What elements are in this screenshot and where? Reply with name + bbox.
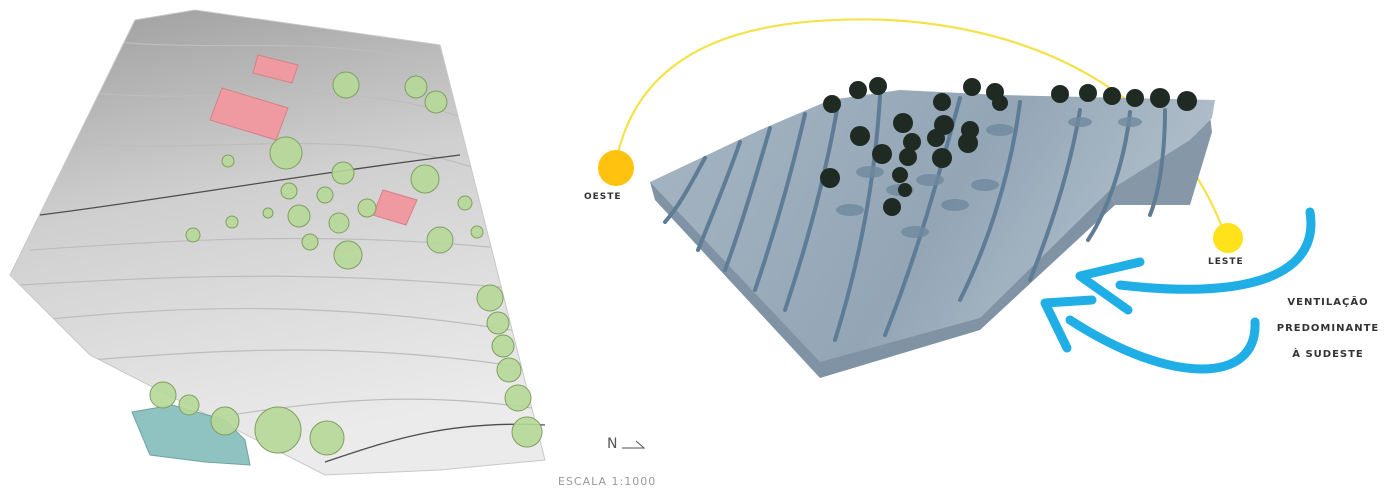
- tree: [457, 195, 473, 211]
- tree: [426, 226, 454, 254]
- tree: [1126, 89, 1144, 107]
- tree: [899, 148, 917, 166]
- tree: [262, 207, 274, 219]
- tree: [269, 136, 303, 170]
- ventilation-line: PREDOMINANTE: [1276, 323, 1380, 334]
- ventilation-line: VENTILAÇÃO: [1287, 297, 1369, 308]
- tree: [332, 71, 360, 99]
- east-label: LESTE: [1208, 257, 1244, 267]
- tree: [316, 186, 334, 204]
- tree: [898, 183, 912, 197]
- tree: [280, 182, 298, 200]
- tree: [883, 198, 901, 216]
- tree: [357, 198, 377, 218]
- tree: [254, 406, 302, 454]
- tree: [470, 225, 484, 239]
- tree: [892, 167, 908, 183]
- property-boundary-line-south: [324, 423, 546, 463]
- ventilation-line: À SUDESTE: [1292, 349, 1364, 360]
- tree: [504, 384, 532, 412]
- tree: [328, 212, 350, 234]
- tree: [149, 381, 177, 409]
- tree: [958, 133, 978, 153]
- tree: [823, 95, 841, 113]
- tree: [932, 148, 952, 168]
- tree: [491, 334, 515, 358]
- tree: [404, 75, 428, 99]
- tree: [210, 406, 240, 436]
- tree: [1177, 91, 1197, 111]
- tree: [850, 126, 870, 146]
- tree: [486, 311, 510, 335]
- site-plan-diagram: [9, 9, 546, 476]
- tree: [309, 420, 345, 456]
- contour-lines: [19, 39, 545, 421]
- tree: [333, 240, 363, 270]
- tree: [496, 357, 522, 383]
- north-label: N: [607, 436, 618, 452]
- tree: [1103, 87, 1121, 105]
- terrain-block: [650, 90, 1215, 378]
- tree: [927, 129, 945, 147]
- tree: [287, 204, 311, 228]
- ventilation-label: VENTILAÇÃO PREDOMINANTE À SUDESTE: [1260, 290, 1396, 368]
- north-indicator: N: [607, 436, 648, 452]
- tree: [1079, 84, 1097, 102]
- tree: [424, 90, 448, 114]
- tree: [301, 233, 319, 251]
- wind-arrow-lower-icon: [1065, 315, 1260, 374]
- sun-east-icon: [1213, 223, 1243, 253]
- tree: [992, 95, 1008, 111]
- terrain-plot: [9, 9, 546, 476]
- wind-arrow-upper-icon: [1115, 207, 1316, 294]
- tree: [185, 227, 201, 243]
- tree: [963, 78, 981, 96]
- sun-west-icon: [598, 150, 634, 186]
- tree: [933, 93, 951, 111]
- tree: [178, 394, 200, 416]
- tree: [511, 416, 543, 448]
- tree: [872, 144, 892, 164]
- tree: [893, 113, 913, 133]
- building-small: [252, 54, 299, 84]
- tree: [331, 161, 355, 185]
- trees-iso: [820, 77, 1197, 216]
- property-boundary-line: [39, 154, 461, 216]
- tree: [410, 164, 440, 194]
- tree: [903, 133, 921, 151]
- tree: [849, 81, 867, 99]
- tree: [221, 154, 235, 168]
- tree: [476, 284, 504, 312]
- isometric-terrain-diagram: [598, 18, 1316, 378]
- tree: [1051, 85, 1069, 103]
- tree: [820, 168, 840, 188]
- tree: [1150, 88, 1170, 108]
- tree: [225, 215, 239, 229]
- trees: [149, 71, 543, 456]
- wind-arrows: [1040, 207, 1316, 374]
- west-label: OESTE: [584, 192, 622, 202]
- scale-label: ESCALA 1:1000: [558, 475, 657, 488]
- north-arrow-icon: [621, 440, 646, 449]
- tree: [869, 77, 887, 95]
